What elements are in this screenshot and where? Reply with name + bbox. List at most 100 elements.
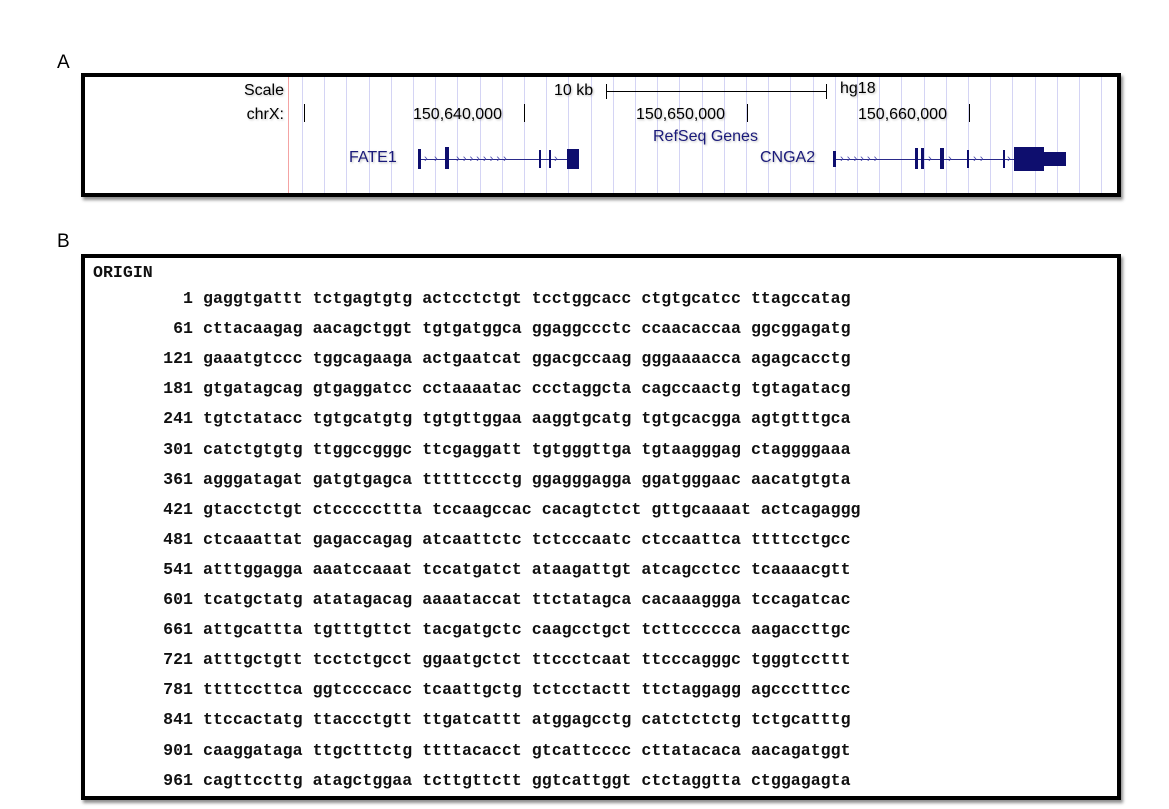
assembly-label: hg18 xyxy=(840,80,876,97)
grid-line xyxy=(1057,77,1058,193)
grid-line xyxy=(724,77,725,193)
scale-bar xyxy=(606,91,826,92)
position-tick xyxy=(747,104,748,122)
exon xyxy=(940,148,944,169)
sequence-block: cttacaagag xyxy=(203,319,303,339)
sequence-block: ccctaggcta xyxy=(531,379,632,399)
sequence-block: agtgtttgca xyxy=(750,409,851,429)
label-boundary-line xyxy=(288,77,289,193)
grid-line xyxy=(346,77,347,193)
grid-line xyxy=(657,77,658,193)
grid-line xyxy=(457,77,458,193)
sequence-position: 241 xyxy=(163,409,193,429)
sequence-block: tacgatgctc xyxy=(422,620,522,640)
exon xyxy=(921,148,924,169)
strand-arrow-icon: › › › › › › › › xyxy=(456,153,507,165)
track-labels: Scale chrX: xyxy=(85,77,288,193)
sequence-block: tcctctgcct xyxy=(312,650,413,670)
sequence-block: tcatgctatg xyxy=(203,590,303,609)
sequence-block: gaggtgattt xyxy=(203,289,303,308)
grid-line xyxy=(502,77,503,193)
strand-arrow-icon: › xyxy=(1007,153,1011,165)
grid-line xyxy=(857,77,858,193)
sequence-block: tgtttgttct xyxy=(312,620,413,640)
sequence-block: atttgctgtt xyxy=(203,650,303,670)
grid-line xyxy=(568,77,569,193)
grid-line xyxy=(835,77,836,193)
grid-line xyxy=(324,77,325,193)
panel-a-letter: A xyxy=(57,52,70,73)
sequence-block: cacaaaggga xyxy=(641,590,741,609)
sequence-block: gtcattcccc xyxy=(531,740,632,760)
grid-line xyxy=(746,77,747,193)
sequence-block: ctgtgcatcc xyxy=(641,289,741,308)
sequence-block: gtgaggatcc xyxy=(312,379,413,399)
grid-line xyxy=(546,77,547,193)
sequence-block: gggaaaacca xyxy=(641,349,741,369)
sequence-block: ttgatcattt xyxy=(422,710,522,730)
grid-line xyxy=(391,77,392,193)
sequence-block: tctcctactt xyxy=(531,680,632,700)
position-label: 150,660,000 xyxy=(858,106,947,123)
origin-header: ORIGIN xyxy=(93,263,153,282)
sequence-block: ttctaggagg xyxy=(641,680,741,700)
track-area: 10 kb hg18 150,640,000 150,650,000 150,6… xyxy=(288,77,1117,193)
grid-line xyxy=(302,77,303,193)
sequence-row: 361 agggatagat gatgtgagca tttttccctg ggaggga… xyxy=(93,469,850,496)
sequence-position: 661 xyxy=(163,620,193,640)
sequence-block: atcagcctcc xyxy=(641,559,741,579)
exon xyxy=(1003,150,1005,168)
sequence-block: cacagtctct xyxy=(541,499,642,519)
sequence-block: ggagggagga xyxy=(531,469,632,489)
gene-label-fate1[interactable]: FATE1 xyxy=(349,149,397,166)
sequence-block: atatagacag xyxy=(312,590,413,609)
sequence-block: tctcccaatc xyxy=(531,529,632,549)
sequence-block: cctaaaatac xyxy=(422,379,522,399)
track-name[interactable]: RefSeq Genes xyxy=(653,128,758,145)
sequence-block: aacagatggt xyxy=(750,740,851,760)
sequence-block: cagccaactg xyxy=(641,379,741,399)
sequence-block: tgtaagggag xyxy=(641,439,741,459)
sequence-block: gagaccagag xyxy=(312,529,413,549)
utr xyxy=(1044,152,1066,166)
grid-line xyxy=(524,77,525,193)
sequence-block: tcttgttctt xyxy=(422,770,522,790)
grid-line xyxy=(1012,77,1013,193)
grid-line xyxy=(413,77,414,193)
sequence-block: agggatagat xyxy=(203,469,303,489)
sequence-block: agagcacctg xyxy=(750,349,851,369)
sequence-row: 121 gaaatgtccc tggcagaaga actgaatcat ggacgcc… xyxy=(93,349,851,375)
sequence-position: 901 xyxy=(163,740,193,760)
exon xyxy=(418,149,421,169)
sequence-block: ttccactatg xyxy=(203,710,303,730)
sequence-row: 721 atttgctgtt tcctctgcct ggaatgctct ttccctc… xyxy=(93,650,850,676)
exon xyxy=(967,150,969,168)
panel-b-letter: B xyxy=(57,231,70,252)
sequence-block: ttttccttca xyxy=(203,680,303,700)
exon xyxy=(445,147,449,169)
grid-line xyxy=(613,77,614,193)
sequence-position: 541 xyxy=(163,559,193,579)
sequence-block: ttccctcaat xyxy=(531,650,632,670)
gene-label-cnga2[interactable]: CNGA2 xyxy=(760,149,816,166)
exon xyxy=(1014,147,1044,171)
grid-line xyxy=(1035,77,1036,193)
grid-line xyxy=(635,77,636,193)
strand-arrow-icon: › xyxy=(928,153,932,165)
sequence-block: gtgatagcag xyxy=(203,379,303,399)
sequence-block: atcaattctc xyxy=(422,529,522,549)
sequence-block: ctctaggtta xyxy=(641,770,741,790)
sequence-block: attgcattta xyxy=(203,620,303,640)
sequence-block: aaggtgcatg xyxy=(531,409,632,429)
sequence-block: tccaagccac xyxy=(432,499,532,519)
sequence-block: ataagattgt xyxy=(531,559,632,579)
grid-line xyxy=(435,77,436,193)
sequence-block: tccagatcac xyxy=(750,590,851,609)
sequence-position: 421 xyxy=(163,499,193,519)
sequence-row: 1 gaggtgattt tctgagtgtg actcctctgt tcctggcac… xyxy=(93,289,851,315)
sequence-block: caagcctgct xyxy=(531,620,632,640)
sequence-block: tctgcatttg xyxy=(750,710,851,730)
strand-arrow-icon: › › xyxy=(973,153,984,165)
strand-arrow-icon: › xyxy=(554,153,558,165)
strand-arrow-icon: › › › › › › xyxy=(840,153,878,165)
